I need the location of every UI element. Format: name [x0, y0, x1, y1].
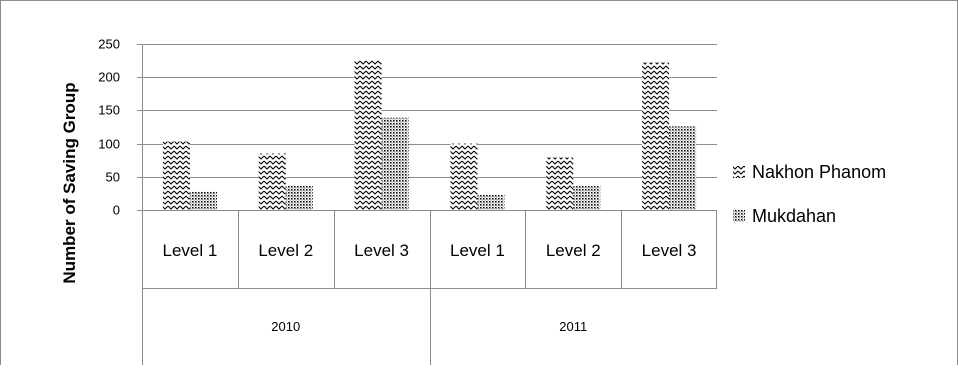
gridlines — [142, 44, 717, 178]
legend-swatch-mukdahan — [733, 210, 745, 222]
bar-mukdahan — [669, 126, 697, 210]
y-tick-label: 200 — [98, 70, 120, 85]
y-tick-label: 250 — [98, 37, 120, 52]
x-category-label: Level 2 — [546, 241, 601, 260]
bar-nakhon-phanom — [258, 153, 286, 210]
axis-labels: 0 50 100 150 200 250 Level 1 Level 2 Level 3 Leve… — [98, 37, 696, 335]
bar-nakhon-phanom — [450, 143, 478, 210]
x-category-label: Level 3 — [642, 241, 697, 260]
x-category-label: Level 3 — [354, 241, 409, 260]
bar-mukdahan — [477, 194, 505, 210]
legend-swatch-nakhon-phanom — [733, 166, 745, 178]
bar-mukdahan — [381, 117, 409, 210]
y-axis-label: Number of Saving Group — [60, 82, 79, 283]
legend-label-nakhon-phanom: Nakhon Phanom — [752, 162, 886, 182]
y-tick-label: 100 — [98, 137, 120, 152]
legend-label-mukdahan: Mukdahan — [752, 206, 836, 226]
axes — [137, 44, 717, 365]
bar-mukdahan — [285, 185, 313, 210]
bar-nakhon-phanom — [162, 141, 190, 210]
bars — [162, 60, 697, 211]
x-group-label: 2010 — [271, 319, 300, 334]
bar-mukdahan — [189, 191, 217, 210]
x-category-label: Level 1 — [163, 241, 218, 260]
bar-nakhon-phanom — [642, 62, 670, 211]
y-tick-label: 150 — [98, 103, 120, 118]
legend: Nakhon Phanom Mukdahan — [733, 162, 886, 226]
bar-nakhon-phanom — [546, 157, 574, 210]
y-tick-label: 0 — [113, 203, 120, 218]
bar-mukdahan — [573, 186, 601, 210]
x-category-label: Level 1 — [450, 241, 505, 260]
bar-nakhon-phanom — [354, 60, 382, 210]
x-category-label: Level 2 — [258, 241, 313, 260]
x-group-label: 2011 — [559, 319, 587, 334]
y-tick-label: 50 — [106, 170, 120, 185]
